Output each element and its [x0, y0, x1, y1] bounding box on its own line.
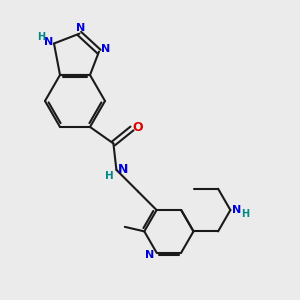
Text: H: H	[37, 32, 46, 42]
Text: N: N	[101, 44, 110, 54]
Text: N: N	[44, 37, 53, 47]
Text: O: O	[133, 122, 143, 134]
Text: N: N	[232, 205, 242, 215]
Text: H: H	[105, 171, 114, 181]
Text: H: H	[241, 209, 250, 219]
Text: N: N	[118, 164, 128, 176]
Text: N: N	[146, 250, 154, 260]
Text: N: N	[76, 22, 85, 33]
